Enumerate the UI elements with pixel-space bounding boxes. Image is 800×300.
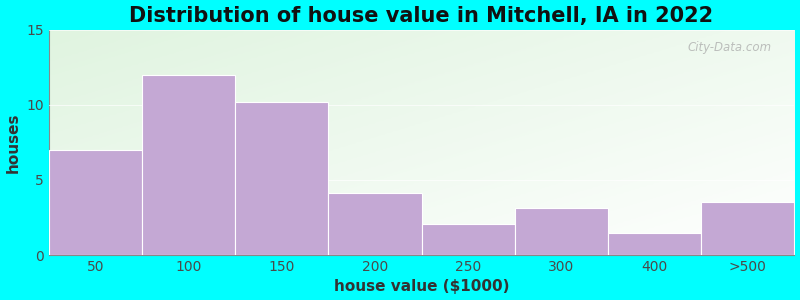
Bar xyxy=(422,224,514,255)
Title: Distribution of house value in Mitchell, IA in 2022: Distribution of house value in Mitchell,… xyxy=(130,6,714,26)
X-axis label: house value ($1000): house value ($1000) xyxy=(334,279,510,294)
Y-axis label: houses: houses xyxy=(6,112,21,173)
Bar xyxy=(514,208,608,255)
Text: City-Data.com: City-Data.com xyxy=(688,41,772,54)
Bar xyxy=(235,102,328,255)
Bar xyxy=(608,232,702,255)
Bar xyxy=(702,202,794,255)
Bar xyxy=(328,194,422,255)
Bar xyxy=(142,75,235,255)
Bar xyxy=(49,150,142,255)
